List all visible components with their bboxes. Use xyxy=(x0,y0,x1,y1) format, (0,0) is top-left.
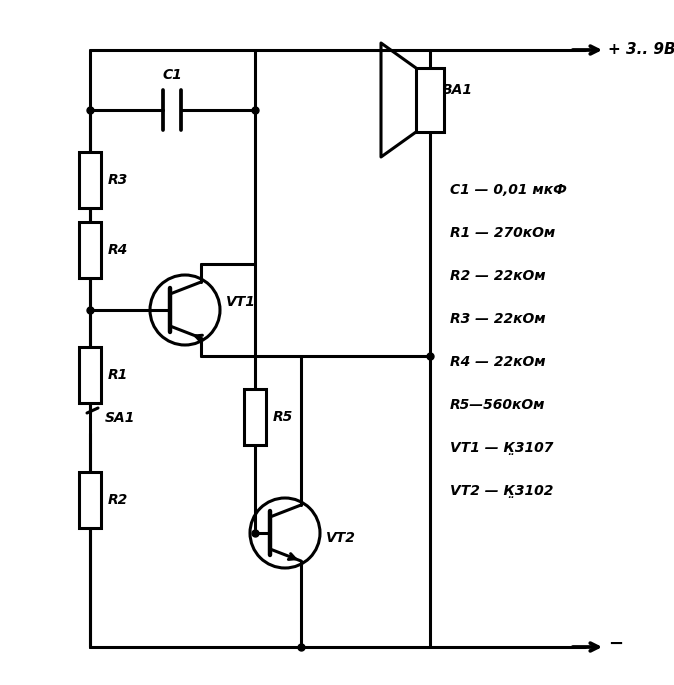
FancyBboxPatch shape xyxy=(244,389,266,445)
Text: VT2: VT2 xyxy=(326,531,356,545)
Text: + 3.. 9В: + 3.. 9В xyxy=(608,42,674,58)
Text: R1: R1 xyxy=(108,368,128,382)
Text: BA1: BA1 xyxy=(442,83,473,97)
FancyBboxPatch shape xyxy=(79,472,101,528)
Text: R4 — 22кОм: R4 — 22кОм xyxy=(450,355,546,369)
Text: R3 — 22кОм: R3 — 22кОм xyxy=(450,312,546,326)
FancyBboxPatch shape xyxy=(79,152,101,208)
Text: R5—560кОм: R5—560кОм xyxy=(450,398,545,412)
Text: R2 — 22кОм: R2 — 22кОм xyxy=(450,269,546,283)
Text: SA1: SA1 xyxy=(105,411,135,425)
Text: R4: R4 xyxy=(108,243,128,257)
Text: C1: C1 xyxy=(162,68,183,82)
FancyBboxPatch shape xyxy=(79,347,101,403)
FancyBboxPatch shape xyxy=(79,222,101,278)
Bar xyxy=(416,68,444,132)
Text: −: − xyxy=(608,635,623,653)
Text: R2: R2 xyxy=(108,493,128,507)
Text: R3: R3 xyxy=(108,173,128,187)
Text: VT1 — К̤3107: VT1 — К̤3107 xyxy=(450,441,553,455)
Text: VT1: VT1 xyxy=(226,295,256,309)
Text: R1 — 270кОм: R1 — 270кОм xyxy=(450,226,555,240)
Text: VT2 — К̤3102: VT2 — К̤3102 xyxy=(450,484,553,498)
Text: C1 — 0,01 мкФ: C1 — 0,01 мкФ xyxy=(450,183,567,197)
Text: R5: R5 xyxy=(273,410,293,424)
